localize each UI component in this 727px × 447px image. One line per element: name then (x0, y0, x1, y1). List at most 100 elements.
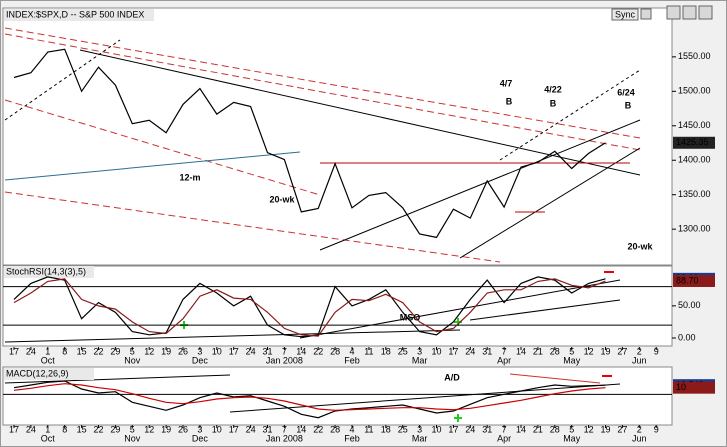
x-tick-label: 1 (45, 424, 50, 434)
x-tick-label: 19 (600, 346, 610, 356)
x-tick-label: 17 (448, 346, 458, 356)
x-tick-label: 1 (45, 346, 50, 356)
x-tick-label: 26 (178, 346, 188, 356)
x-tick-label: 3 (417, 346, 422, 356)
x-tick-label: 14 (296, 424, 306, 434)
close-button[interactable] (698, 5, 713, 20)
x-tick-label: 3 (417, 424, 422, 434)
x-tick-label: 22 (93, 424, 103, 434)
month-label: Jan 2008 (266, 433, 303, 443)
macd-panel (2, 366, 673, 426)
x-tick-label: 28 (550, 424, 560, 434)
annotation: 4/22 (544, 84, 562, 94)
x-tick-label: 17 (9, 346, 19, 356)
x-tick-label: 31 (262, 346, 272, 356)
x-tick-label: 5 (130, 424, 135, 434)
annotation: MSO (400, 312, 421, 322)
x-tick-label: 19 (600, 424, 610, 434)
x-tick-label: 15 (77, 346, 87, 356)
panel-title: StochRSI(14,3(3),5) (6, 266, 86, 276)
x-tick-label: 29 (110, 346, 120, 356)
annotation: B (625, 100, 632, 110)
x-tick-label: 21 (533, 424, 543, 434)
x-tick-label: 12 (584, 346, 594, 356)
sync-button[interactable] (611, 8, 639, 21)
panel-button[interactable] (640, 8, 652, 20)
month-label: Apr (497, 433, 511, 443)
x-tick-label: 29 (110, 424, 120, 434)
x-tick-label: 31 (482, 346, 492, 356)
x-tick-label: 12 (144, 424, 154, 434)
x-tick-label: 14 (516, 424, 526, 434)
series-line (13, 278, 606, 337)
last-value-box (673, 381, 715, 394)
x-tick-label: 11 (364, 346, 373, 356)
last-value-label: 1425.35 (676, 137, 709, 147)
panel-title: MACD(12,26,9) (6, 368, 69, 378)
sync-label[interactable]: Sync (615, 9, 636, 19)
price-panel (2, 7, 673, 266)
maximize-button[interactable] (682, 5, 697, 20)
x-tick-label: 24 (246, 424, 256, 434)
last-value-label: 10 (676, 382, 686, 392)
series-line (13, 380, 606, 419)
x-tick-label: 25 (398, 424, 408, 434)
x-tick-label: 24 (246, 346, 256, 356)
x-tick-label: 28 (330, 424, 340, 434)
series-line (13, 383, 606, 411)
x-tick-label: 12 (144, 346, 154, 356)
x-tick-label: 17 (9, 424, 19, 434)
month-label: Oct (41, 433, 56, 443)
annotation: 4/7 (500, 78, 513, 88)
x-tick-label: 24 (465, 424, 475, 434)
x-tick-label: 10 (431, 346, 441, 356)
x-tick-label: 8 (62, 424, 67, 434)
panel-title-bg (4, 266, 94, 278)
month-label: Jun (632, 355, 647, 365)
x-tick-label: 18 (381, 346, 391, 356)
month-label: May (563, 355, 581, 365)
annotation: B (506, 96, 513, 106)
x-tick-label: 17 (229, 346, 239, 356)
x-tick-label: 22 (313, 346, 323, 356)
x-tick-label: 5 (569, 424, 574, 434)
x-tick-label: 17 (448, 424, 458, 434)
x-tick-label: 19 (161, 424, 171, 434)
x-tick-label: 3 (197, 424, 202, 434)
x-tick-label: 2 (637, 346, 642, 356)
x-tick-label: 4 (349, 424, 354, 434)
x-tick-label: 7 (282, 424, 287, 434)
y-tick-label: 1400.00 (678, 155, 711, 165)
stoch-panel (2, 265, 673, 347)
y-tick-label: 1300.00 (678, 224, 711, 234)
y-tick-label: 0.00 (678, 332, 696, 342)
x-tick-label: 14 (516, 346, 526, 356)
x-tick-label: 10 (212, 346, 222, 356)
x-tick-label: 12 (584, 424, 594, 434)
panel-title-bg (4, 9, 154, 21)
x-tick-label: 25 (398, 346, 408, 356)
panel-title-bg (4, 368, 94, 380)
x-tick-label: 31 (482, 424, 492, 434)
x-tick-label: 26 (178, 424, 188, 434)
month-label: Jun (632, 433, 647, 443)
x-tick-label: 27 (617, 424, 627, 434)
minimize-button[interactable] (666, 5, 681, 20)
annotation: 6/24 (617, 87, 635, 97)
month-label: Dec (192, 355, 209, 365)
month-label: Jan 2008 (266, 355, 303, 365)
month-label: Apr (497, 355, 511, 365)
x-tick-label: 15 (77, 424, 87, 434)
month-label: May (563, 433, 581, 443)
annotation: B (550, 98, 557, 108)
y-tick-label: 1450.00 (678, 120, 711, 130)
month-label: Dec (192, 433, 209, 443)
annotation: A/D (444, 372, 460, 382)
x-tick-label: 19 (161, 346, 171, 356)
x-tick-label: 7 (502, 424, 507, 434)
y-tick-label: 1500.00 (678, 86, 711, 96)
y-tick-label: 1350.00 (678, 189, 711, 199)
x-tick-label: 22 (313, 424, 323, 434)
series-line (13, 48, 606, 239)
